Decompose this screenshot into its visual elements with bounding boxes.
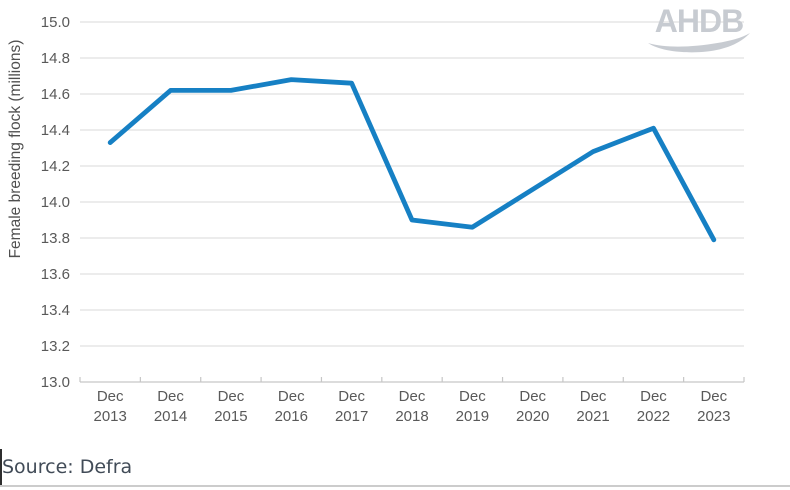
source-text: Source: Defra xyxy=(2,456,133,478)
y-tick-label: 14.6 xyxy=(41,86,70,103)
y-tick-label: 13.2 xyxy=(41,338,70,355)
x-tick-label: Dec 2020 xyxy=(516,388,549,425)
y-tick-label: 13.6 xyxy=(41,266,70,283)
x-tick-label: Dec 2015 xyxy=(214,388,247,425)
x-tick-label: Dec 2023 xyxy=(697,388,730,425)
line-chart: 15.0 14.8 14.6 14.4 14.2 14.0 13.8 13.6 13.4 13.2… xyxy=(7,14,745,425)
x-axis-labels: Dec 2013 Dec 2014 Dec 2015 Dec 2016 Dec 2017 Dec 20… xyxy=(93,388,730,425)
text-cursor xyxy=(0,449,2,485)
y-tick-label: 14.2 xyxy=(41,158,70,175)
x-tick-label: Dec 2017 xyxy=(335,388,368,425)
x-tick-label: Dec 2021 xyxy=(576,388,609,425)
y-tick-label: 14.0 xyxy=(41,194,70,211)
y-tick-label: 15.0 xyxy=(41,14,70,31)
y-axis-title: Female breeding flock (millions) xyxy=(7,40,24,259)
x-tick-label: Dec 2019 xyxy=(456,388,489,425)
x-tick-label: Dec 2014 xyxy=(154,388,187,425)
y-tick-label: 14.8 xyxy=(41,50,70,67)
gridlines xyxy=(80,21,744,347)
x-tick-label: Dec 2013 xyxy=(93,388,126,425)
y-axis-labels: 15.0 14.8 14.6 14.4 14.2 14.0 13.8 13.6 13.4 13.2… xyxy=(41,14,70,391)
x-tick-label: Dec 2018 xyxy=(395,388,428,425)
x-axis xyxy=(79,377,745,383)
y-tick-label: 13.8 xyxy=(41,230,70,247)
y-tick-label: 13.4 xyxy=(41,302,70,319)
ahdb-logo: AHDB xyxy=(648,5,750,54)
y-tick-label: 14.4 xyxy=(41,122,70,139)
bottom-divider xyxy=(0,485,790,487)
ahdb-logo-text: AHDB xyxy=(654,3,744,39)
logo-swoosh-icon xyxy=(648,33,750,53)
series-line xyxy=(107,77,717,243)
x-tick-label: Dec 2022 xyxy=(637,388,670,425)
x-tick-label: Dec 2016 xyxy=(275,388,308,425)
y-tick-label: 13.0 xyxy=(41,374,70,391)
